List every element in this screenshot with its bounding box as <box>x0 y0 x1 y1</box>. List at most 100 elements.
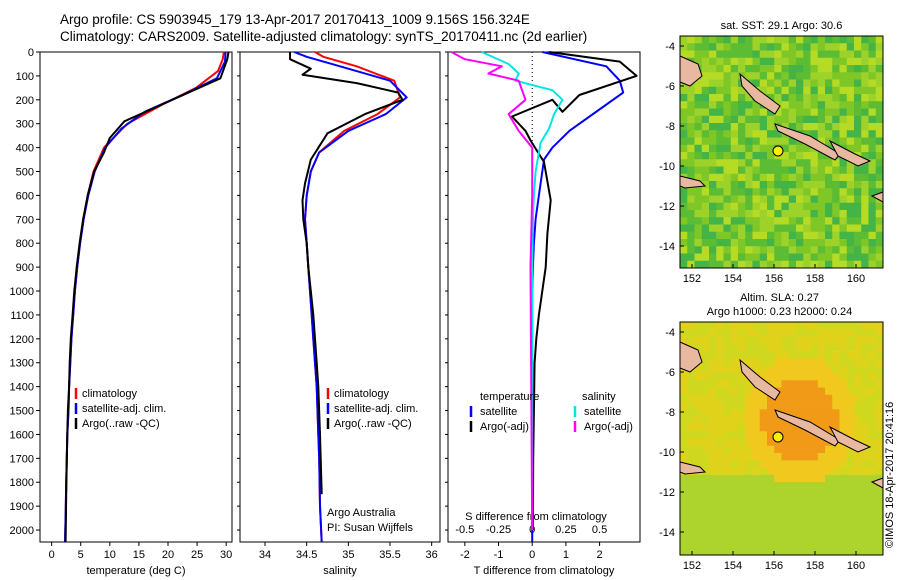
profile-panel-2: 34 34.5 35 35.5 36salinityclimatologysatelli… <box>237 51 441 577</box>
y-tick-label: 500 <box>16 167 34 179</box>
map-cell <box>868 402 877 410</box>
map-cell <box>854 489 862 498</box>
map-cell <box>716 260 724 269</box>
map-cell <box>709 525 717 534</box>
map-cell <box>738 231 746 240</box>
map-cell <box>752 387 761 396</box>
map-cell <box>832 246 840 254</box>
map-cell <box>817 94 826 102</box>
map-cell <box>854 246 862 254</box>
map-cell <box>738 474 746 483</box>
map-cell <box>803 152 811 160</box>
map-cell <box>810 322 819 330</box>
map-cell <box>868 65 877 73</box>
map-cell <box>839 460 848 468</box>
map-cell <box>781 239 790 247</box>
map-cell <box>774 159 782 167</box>
map-cell <box>875 144 884 153</box>
map-cell <box>781 79 790 88</box>
map-cell <box>846 453 855 461</box>
map-cell <box>774 445 782 454</box>
map-cell <box>701 365 710 374</box>
map-cell <box>680 511 688 519</box>
map-cell <box>759 43 768 51</box>
map-cell <box>832 525 840 534</box>
map-cell <box>723 253 732 262</box>
map-cell <box>832 365 840 374</box>
map-cell <box>846 130 855 138</box>
map-cell <box>796 115 804 124</box>
map-cell <box>774 518 782 527</box>
map-cell <box>781 43 790 51</box>
map-cell <box>745 504 753 512</box>
map-cell <box>694 239 703 247</box>
map-cell <box>788 144 797 153</box>
map-cell <box>680 224 688 233</box>
map-cell <box>701 380 710 388</box>
map-cell <box>875 65 884 73</box>
map-cell <box>854 343 862 352</box>
map-cell <box>701 94 710 102</box>
map-cell <box>832 130 840 138</box>
map-cell <box>781 511 790 519</box>
map-cell <box>759 210 768 218</box>
map-cell <box>825 50 833 59</box>
map-cell <box>825 460 833 468</box>
map-cell <box>759 489 768 498</box>
map-cell <box>868 504 877 512</box>
map-cell <box>854 166 862 175</box>
map-cell <box>767 108 775 117</box>
map-cell <box>709 482 717 490</box>
map-cell <box>767 137 775 146</box>
map-cell <box>767 343 775 352</box>
map-cell <box>730 496 739 505</box>
map-cell <box>774 65 782 73</box>
map-cell <box>745 239 753 247</box>
map-cell <box>846 518 855 527</box>
map-cell <box>723 438 732 447</box>
map-cell <box>839 387 848 396</box>
map-cell <box>832 489 840 498</box>
x-tick-label: 156 <box>765 273 783 285</box>
map-cell <box>759 260 768 269</box>
map-cell <box>730 188 739 196</box>
map-cell <box>788 343 797 352</box>
map-cell <box>868 358 877 366</box>
map-cell <box>846 365 855 374</box>
map-cell <box>861 210 869 218</box>
map-cell <box>701 195 710 204</box>
map-cell <box>796 65 804 73</box>
map-cell <box>767 130 775 138</box>
map-cell <box>861 423 869 432</box>
map-cell <box>817 504 826 512</box>
map-cell <box>680 540 688 549</box>
map-cell <box>832 181 840 189</box>
map-cell <box>825 159 833 167</box>
map-cell <box>839 372 848 381</box>
map-cell <box>752 65 761 73</box>
map-cell <box>803 365 811 374</box>
map-cell <box>774 115 782 124</box>
map-cell <box>694 195 703 204</box>
y-tick-label: 0 <box>28 47 34 59</box>
map-cell <box>767 365 775 374</box>
map-cell <box>701 202 710 211</box>
map-cell <box>687 511 695 519</box>
map-cell <box>752 329 761 337</box>
map-cell <box>745 210 753 218</box>
map-cell <box>875 79 884 88</box>
map-cell <box>680 130 688 138</box>
map-cell <box>687 224 695 233</box>
map-cell <box>817 260 826 269</box>
map-cell <box>774 343 782 352</box>
map-cell <box>694 188 703 196</box>
map-cell <box>767 72 775 80</box>
map-cell <box>810 231 819 240</box>
map-cell <box>796 547 804 556</box>
map-cell <box>839 445 848 454</box>
map-cell <box>680 482 688 490</box>
map-cell <box>738 525 746 534</box>
map-cell <box>868 173 877 182</box>
map-cell <box>832 533 840 541</box>
